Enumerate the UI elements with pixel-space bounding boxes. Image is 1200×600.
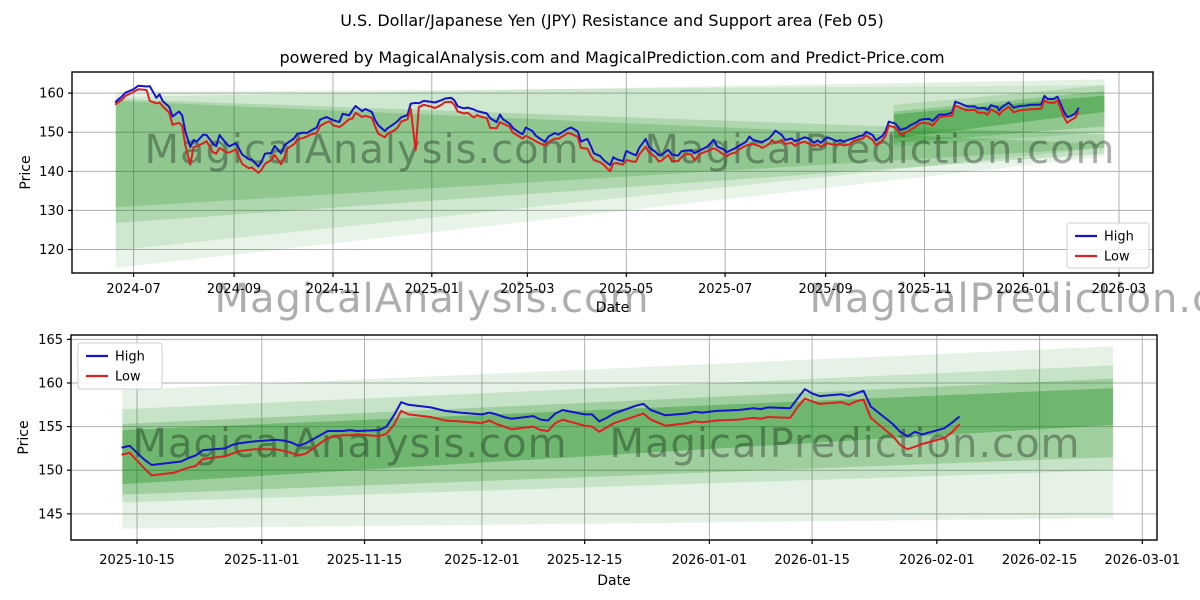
low-line [114,88,1080,174]
y-axis-label: Price [18,155,34,189]
legend-high-label: High [1104,230,1134,245]
x-axis-label: Date [597,573,630,589]
watermark-text: MagicalAnalysis.com [144,127,579,173]
figure-title: U.S. Dollar/Japanese Yen (JPY) Resistanc… [340,11,884,30]
x-axis: 2024-07 2024-09 2024-11 2025-01 2025-03 2025-… [106,273,1146,297]
axes-layer: 2024-07 2024-09 2024-11 2025-01 2025-03 2025-… [16,71,1180,589]
band-polygon [115,85,1105,268]
x-tick-label: 2025-11-15 [327,553,403,568]
x-tick-label: 2024-09 [207,282,261,297]
legend-low-label: Low [115,370,141,385]
legend-box [77,342,163,390]
x-tick-label: 2025-11-01 [224,553,300,568]
legend-low-label: Low [1104,250,1130,265]
x-tick-label: 2025-07 [698,282,752,297]
series-layer [114,84,1080,477]
band-polygon [122,365,1113,503]
y-axis: 120 130 140 150 160 [39,87,72,258]
x-tick-label: 2025-12-01 [444,553,520,568]
y-tick-label: 165 [38,333,63,348]
y-tick-label: 150 [39,126,64,141]
legend: High Low [1066,222,1150,269]
watermark-text: MagicalPrediction.com [810,276,1200,322]
x-tick-label: 2025-11 [897,282,951,297]
band-polygon [122,378,1113,495]
band-polygon [893,91,1105,144]
support-resistance-bands [115,79,1105,268]
charts-base-layer [71,72,1157,540]
x-tick-label: 2026-03-01 [1105,553,1181,568]
y-tick-label: 150 [38,464,63,479]
x-tick-label: 2025-03 [500,282,554,297]
legend-high-label: High [115,350,145,365]
x-tick-label: 2026-02-01 [899,553,975,568]
axes-frame [70,334,1158,541]
high-line [121,388,960,466]
x-tick-label: 2025-01 [405,282,459,297]
price-lines [114,84,1080,174]
x-tick-label: 2026-03 [1092,282,1146,297]
axes-frame [71,71,1154,274]
legend: High Low [77,342,163,390]
y-axis: 145 150 155 160 165 [38,333,71,522]
band-polygon [115,100,1105,208]
x-tick-label: 2024-07 [106,282,160,297]
x-tick-label: 2025-10-15 [99,553,175,568]
x-tick-label: 2026-01-15 [774,553,850,568]
x-tick-label: 2025-09 [798,282,852,297]
band-polygon [122,388,1113,485]
x-tick-label: 2026-01-01 [672,553,748,568]
band-polygon [893,95,1105,139]
watermark-text: MagicalPrediction.com [610,421,1081,467]
band-polygon [115,98,1105,223]
watermark-layer: MagicalAnalysis.com MagicalPrediction.com… [132,127,1200,467]
watermark-text: MagicalAnalysis.com [132,421,567,467]
high-line [114,84,1080,168]
y-tick-label: 160 [38,376,63,391]
x-tick-label: 2025-12-15 [547,553,623,568]
x-tick-label: 2026-01 [996,282,1050,297]
y-tick-label: 120 [39,243,64,258]
band-polygon [122,346,1113,529]
x-tick-label: 2025-05 [599,282,653,297]
y-tick-label: 130 [39,204,64,219]
price-lines [121,388,960,477]
low-line [121,397,960,477]
support-resistance-bands [122,346,1113,529]
figure-subtitle: powered by MagicalAnalysis.com and Magic… [279,48,945,67]
x-axis-label: Date [596,300,629,316]
x-tick-label: 2024-11 [306,282,360,297]
y-axis-label: Price [16,420,32,454]
y-tick-label: 160 [39,87,64,102]
y-tick-label: 140 [39,165,64,180]
x-tick-label: 2026-02-15 [1002,553,1078,568]
y-tick-label: 145 [38,507,63,522]
y-tick-label: 155 [38,420,63,435]
watermark-text: MagicalAnalysis.com [214,276,649,322]
x-axis: 2025-10-15 2025-11-01 2025-11-15 2025-12-01… [99,540,1180,568]
grid [71,335,1157,540]
